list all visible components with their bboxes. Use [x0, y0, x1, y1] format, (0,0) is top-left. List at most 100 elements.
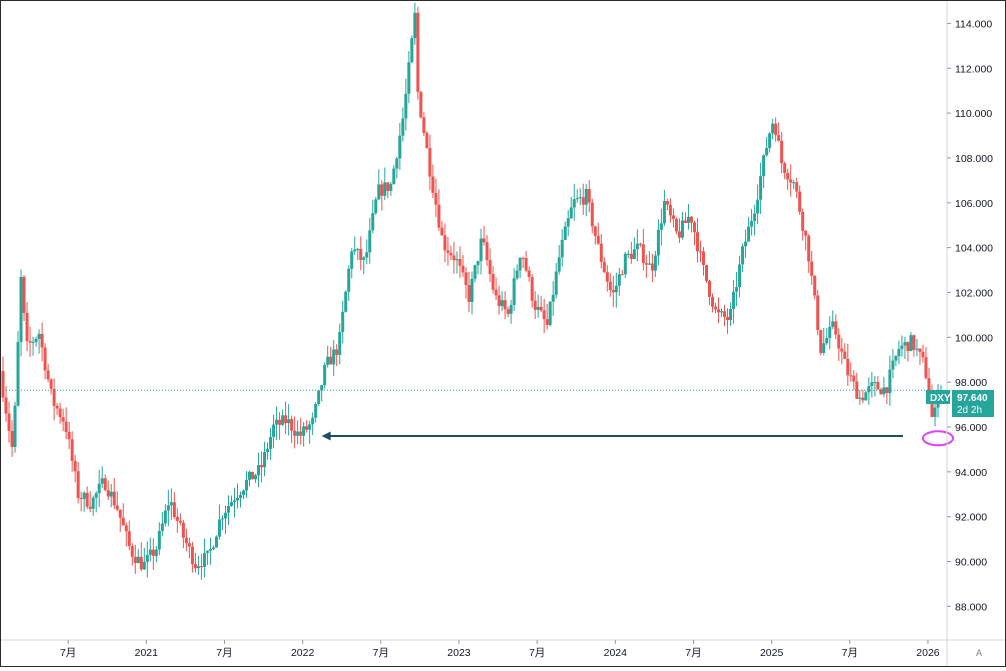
candle-body — [344, 291, 348, 312]
candle-body — [623, 253, 627, 275]
y-tick-label: 106.000 — [955, 198, 993, 210]
candle-body — [154, 549, 158, 556]
candle-body — [275, 419, 279, 425]
candle-body — [822, 343, 826, 353]
candle-body — [816, 295, 820, 331]
candle-body — [202, 552, 206, 567]
candle-body — [10, 430, 14, 447]
candle-body — [680, 220, 684, 238]
candle-body — [599, 243, 603, 262]
candle-body — [753, 213, 757, 221]
candle-body — [97, 483, 101, 494]
candle-body — [855, 381, 859, 399]
y-tick-label: 94.000 — [955, 467, 987, 479]
auto-scale-icon[interactable]: A — [976, 648, 982, 658]
candle-body — [554, 271, 558, 295]
candle-body — [136, 556, 140, 563]
candle-body — [296, 431, 300, 436]
y-tick-label: 112.000 — [955, 63, 992, 75]
candle-body — [777, 135, 781, 141]
candle-body — [100, 478, 104, 484]
candle-body — [67, 431, 71, 440]
candle-body — [461, 265, 465, 273]
candle-body — [641, 244, 645, 264]
overlays — [3, 389, 954, 447]
candle-body — [425, 133, 429, 148]
candle-body — [542, 310, 546, 320]
candle-body — [488, 260, 492, 274]
candle-body — [193, 564, 197, 569]
candle-body — [671, 215, 675, 219]
candle-body — [404, 93, 408, 119]
candle-body — [744, 241, 748, 247]
candle-body — [632, 249, 636, 259]
candle-body — [873, 382, 877, 384]
candle-body — [401, 118, 405, 136]
x-tick-label: 2022 — [291, 647, 315, 659]
candle-body — [347, 268, 351, 292]
candle-body — [31, 341, 35, 343]
candle-body — [762, 155, 766, 177]
candle-body — [578, 197, 582, 199]
candle-body — [738, 264, 742, 288]
candle-body — [383, 182, 387, 196]
candle-body — [284, 415, 288, 424]
candle-body — [416, 12, 420, 92]
candle-body — [662, 201, 666, 224]
candle-body — [320, 385, 324, 391]
candle-body — [491, 273, 495, 290]
candle-body — [229, 502, 233, 506]
candle-body — [647, 263, 651, 265]
candle-body — [575, 198, 579, 200]
candle-body — [407, 62, 411, 94]
candle-body — [572, 199, 576, 208]
candle-body — [864, 392, 868, 401]
candle-body — [566, 218, 570, 227]
auto-scale-button[interactable]: A — [976, 648, 982, 658]
y-tick-label: 108.000 — [955, 153, 993, 165]
x-tick-label: 2025 — [760, 647, 784, 659]
y-tick-label: 110.000 — [955, 108, 992, 120]
candle-body — [272, 424, 276, 437]
candle-body — [620, 274, 624, 276]
time-axis[interactable]: 7月 2021 7月 2022 7月 2023 7月 2024 7月 2025 7月 2026 — [1, 639, 1005, 659]
candle-body — [695, 232, 699, 252]
candle-body — [735, 287, 739, 292]
candle-body — [810, 261, 814, 276]
candle-body — [205, 550, 209, 553]
candle-body — [398, 135, 402, 159]
candle-body — [656, 229, 660, 256]
candle-body — [61, 417, 65, 422]
candle-body — [281, 415, 285, 425]
candle-body — [909, 335, 913, 352]
candle-body — [145, 554, 149, 562]
candle-body — [263, 452, 267, 468]
candle-body — [891, 360, 895, 370]
x-tick-label: 2026 — [916, 647, 940, 659]
candle-body — [446, 250, 450, 253]
candle-body — [148, 549, 152, 555]
candle-body — [915, 348, 919, 350]
candle-body — [443, 235, 447, 251]
candle-body — [160, 523, 164, 531]
candle-body — [103, 478, 107, 491]
candle-body — [783, 163, 787, 174]
candle-body — [37, 333, 41, 339]
price-axis[interactable]: 88.000 90.000 92.000 94.000 96.000 98.000 100.… — [946, 1, 993, 666]
y-tick-label: 114.000 — [955, 18, 992, 30]
candle-body — [819, 330, 823, 353]
candle-body — [302, 426, 306, 436]
candle-body — [677, 231, 681, 238]
candle-body — [509, 305, 513, 314]
candle-body — [698, 251, 702, 253]
candle-body — [494, 289, 498, 296]
candle-body — [665, 201, 669, 205]
candle-body — [614, 285, 618, 293]
candle-body — [789, 179, 793, 183]
candle-body — [199, 566, 203, 568]
candle-body — [476, 261, 480, 266]
candle-body — [22, 276, 26, 313]
candle-body — [112, 491, 116, 506]
candle-body — [726, 316, 730, 321]
